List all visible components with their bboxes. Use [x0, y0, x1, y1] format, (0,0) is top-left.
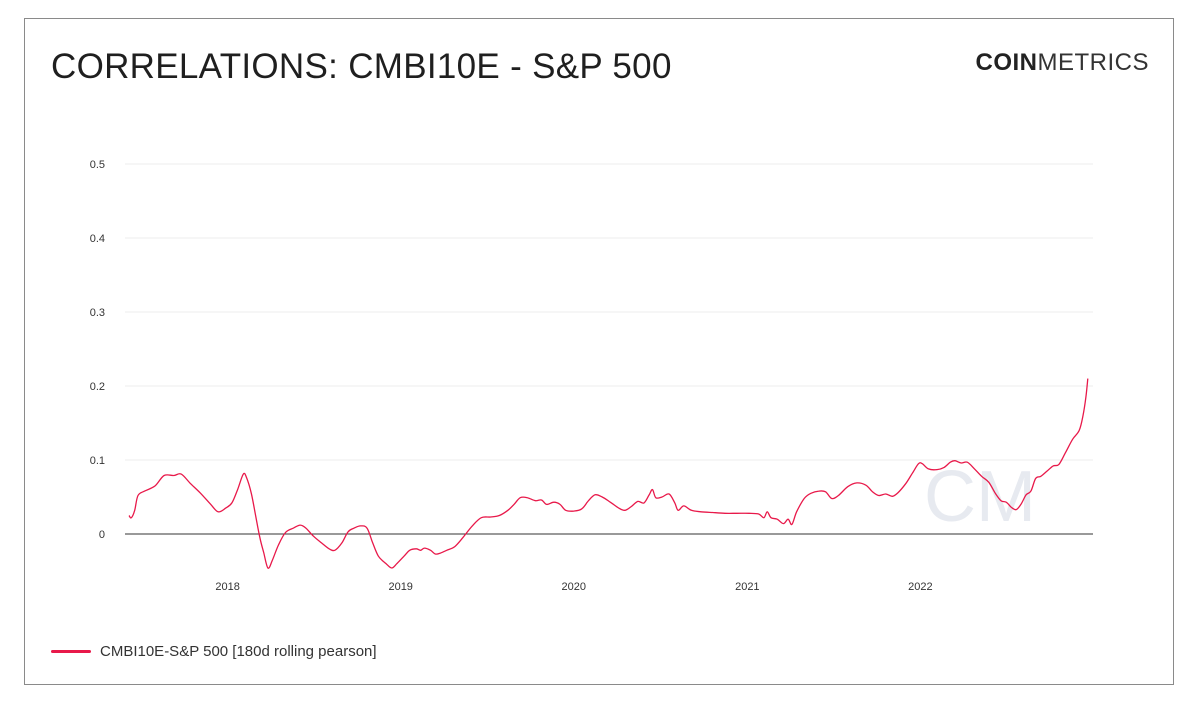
correlation-line-chart: CM 0 0.1 0.2 0.3 0.4 0.5 2018 2019 2020 2021 2022: [90, 159, 1093, 593]
legend[interactable]: CMBI10E-S&P 500 [180d rolling pearson]: [51, 643, 377, 660]
cm-watermark: CM: [924, 457, 1036, 537]
y-tick-label: 0.2: [90, 381, 105, 393]
y-tick-label: 0: [99, 529, 105, 541]
x-tick-label: 2020: [562, 581, 586, 593]
logo-light-text: METRICS: [1037, 49, 1149, 76]
y-tick-label: 0.1: [90, 455, 105, 467]
x-tick-label: 2021: [735, 581, 759, 593]
chart-title: CORRELATIONS: CMBI10E - S&P 500: [51, 47, 672, 86]
legend-label: CMBI10E-S&P 500 [180d rolling pearson]: [100, 643, 377, 660]
legend-swatch: [51, 650, 91, 653]
x-tick-label: 2022: [908, 581, 932, 593]
series-line-cmbi10e-sp500[interactable]: [128, 378, 1089, 569]
axes: 0 0.1 0.2 0.3 0.4 0.5 2018 2019 2020 2021 2022: [90, 159, 1093, 593]
y-tick-label: 0.5: [90, 159, 105, 171]
chart-frame: CORRELATIONS: CMBI10E - S&P 500 COINMETR…: [24, 18, 1174, 685]
logo-bold-text: COIN: [975, 49, 1038, 76]
coinmetrics-logo: COINMETRICS: [976, 49, 1150, 77]
y-tick-label: 0.3: [90, 307, 105, 319]
gridlines: [125, 163, 1093, 461]
x-tick-label: 2019: [388, 581, 412, 593]
series-layer: [128, 378, 1089, 569]
x-tick-label: 2018: [215, 581, 239, 593]
y-tick-label: 0.4: [90, 233, 105, 245]
